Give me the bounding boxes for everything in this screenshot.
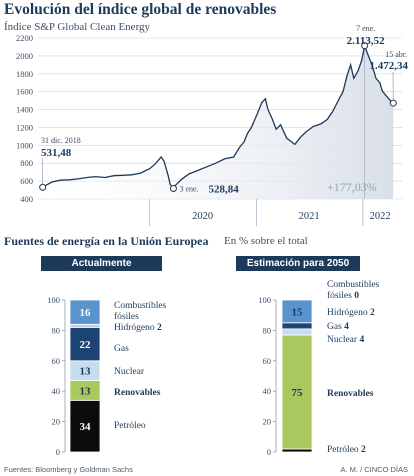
legend-left-oil-text: Petróleo	[114, 421, 146, 431]
bar-y-tick-label: 100	[258, 295, 271, 305]
bar-y-tick-label: 60	[263, 356, 272, 366]
segment-value-label: 13	[80, 366, 92, 378]
legend-right-gas-value: 4	[342, 322, 349, 332]
legend-left-gas-text: Gas	[114, 344, 129, 354]
bar-segment	[281, 322, 313, 330]
bar-segment	[69, 299, 101, 325]
segment-value-label: 16	[80, 307, 92, 319]
legend-right-hydrogen-text: Hidrógeno	[327, 308, 368, 318]
bar-segment	[281, 334, 313, 450]
bar-y-tick-label: 20	[263, 417, 272, 427]
max-value-label: 2.113,52	[347, 35, 385, 47]
legend-left-hydrogen-text: Hidrógeno	[114, 323, 155, 333]
y-tick-label: 1000	[16, 140, 33, 150]
legend-left-oil: Petróleo	[114, 421, 146, 431]
column-header-current: Actualmente	[41, 256, 162, 271]
index-line-chart: 400 600 800 1000 1200 1400 1600 1800 2000 2200 202…	[16, 24, 409, 226]
legend-right-fossil-text: fósiles	[327, 290, 352, 301]
legend-left-gas: Gas	[114, 344, 129, 354]
bar-y-tick-label: 0	[267, 447, 271, 457]
legend-right-gas: Gas 4	[327, 322, 349, 332]
legend-right-oil: Petróleo 2	[327, 445, 366, 455]
legend-left-fossil-line1: Combustibles	[114, 301, 167, 311]
bar-segment	[281, 448, 313, 453]
legend-right-oil-value: 2	[359, 445, 366, 455]
start-point-marker	[39, 183, 47, 191]
chart-title: Evolución del índice global de renovable…	[4, 1, 277, 18]
legend-right-oil-text: Petróleo	[327, 445, 359, 455]
bar-y-tick-label: 20	[52, 417, 61, 427]
legend-left-hydrogen-value: 2	[155, 323, 162, 333]
min-value-label: 528,84	[208, 183, 239, 195]
y-tick-label: 800	[20, 158, 33, 168]
segment-value-label: 15	[292, 306, 304, 318]
bar-y-tick-label: 80	[52, 325, 61, 335]
legend-left-renewables: Renovables	[114, 388, 161, 398]
section-subtitle: En % sobre el total	[224, 235, 308, 247]
y-tick-label: 1200	[16, 122, 33, 132]
end-point-marker	[389, 99, 397, 107]
segment-value-label: 34	[80, 421, 92, 433]
legend-right-nuclear-text: Nuclear	[327, 335, 358, 345]
segment-value-label: 22	[80, 339, 92, 351]
legend-right-gas-text: Gas	[327, 322, 342, 332]
bar-y-tick-label: 80	[263, 325, 272, 335]
y-tick-label: 1600	[16, 87, 33, 97]
column-header-2050: Estimación para 2050	[236, 256, 360, 271]
bar-y-tick-label: 100	[47, 295, 60, 305]
legend-right-fossil-line2: fósiles 0	[327, 290, 359, 301]
bar-y-tick-label: 60	[52, 356, 61, 366]
end-date-label: 15 abr.	[385, 50, 407, 59]
legend-right-renewables: Renovables	[327, 389, 374, 399]
legend-right-nuclear: Nuclear 4	[327, 335, 364, 345]
legend-left-hydrogen: Hidrógeno 2	[114, 323, 162, 333]
legend-right-hydrogen: Hidrógeno 2	[327, 308, 375, 318]
chart-subtitle: Índice S&P Global Clean Energy	[4, 21, 151, 33]
x-tick-label: 2022	[370, 211, 391, 222]
legend-left-nuclear-text: Nuclear	[114, 367, 145, 377]
max-date-label: 7 ene.	[356, 24, 375, 33]
index-area	[42, 45, 394, 200]
legend-left-nuclear: Nuclear	[114, 367, 145, 377]
legend-left-renewables-text: Renovables	[114, 388, 161, 398]
legend-left-fossil-text: fósiles	[114, 311, 139, 322]
y-tick-label: 1400	[16, 105, 33, 115]
bar-segment	[69, 326, 101, 362]
y-tick-label: 400	[20, 194, 33, 204]
segment-value-label: 13	[80, 385, 92, 397]
bar-segment	[281, 299, 313, 324]
section-title: Fuentes de energía en la Unión Europea	[4, 234, 209, 248]
y-tick-label: 2000	[16, 51, 33, 61]
bar-y-tick-label: 40	[263, 386, 272, 396]
bar-y-tick-label: 40	[52, 386, 61, 396]
legend-right-hydrogen-value: 2	[368, 308, 375, 318]
y-tick-label: 600	[20, 176, 33, 186]
bar-segment	[281, 328, 313, 336]
end-value-label: 1.472,34	[370, 60, 409, 72]
legend-left-fossil-line2: fósiles	[114, 311, 139, 322]
legend-right-fossil-value: 0	[352, 291, 359, 301]
index-line	[42, 43, 394, 189]
max-point-marker	[361, 42, 369, 50]
legend-right-nuclear-value: 4	[357, 335, 364, 345]
energy-stacked-bars: 02040608010034131322160204060801007515Co…	[47, 280, 380, 457]
source-note: Fuentes: Bloomberg y Goldman Sachs	[4, 465, 133, 474]
x-tick-label: 2021	[299, 211, 320, 222]
x-tick-label: 2020	[192, 211, 213, 222]
segment-value-label: 75	[292, 387, 304, 399]
credit-note: A. M. / CINCO DÍAS	[340, 465, 408, 474]
start-date-label: 31 dic. 2018	[41, 136, 81, 145]
y-tick-label: 2200	[16, 33, 33, 43]
y-tick-label: 1800	[16, 69, 33, 79]
legend-right-fossil-line1: Combustibles	[327, 280, 380, 290]
bar-y-tick-label: 0	[56, 447, 60, 457]
min-date-label: 3 ene.	[179, 184, 198, 193]
start-value-label: 531,48	[41, 147, 72, 159]
min-point-marker	[169, 184, 177, 192]
change-label: +177,03%	[327, 180, 377, 194]
bar-segment	[69, 323, 101, 328]
legend-right-renewables-text: Renovables	[327, 389, 374, 399]
